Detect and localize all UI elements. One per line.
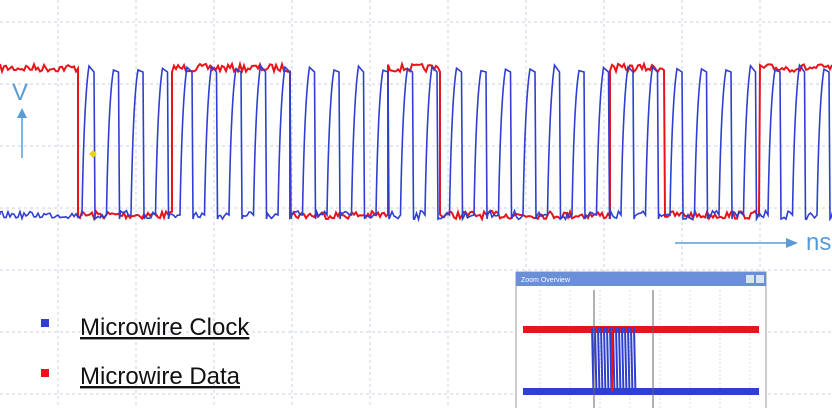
waveforms xyxy=(0,64,832,220)
inset-minimize[interactable] xyxy=(746,275,754,283)
legend-label: Microwire Data xyxy=(80,363,241,390)
scope-screen: V ns Microwire Clock Microwire Data Zoom… xyxy=(0,0,832,408)
x-axis-label: ns xyxy=(806,229,831,256)
y-arrow-head xyxy=(17,108,27,118)
legend-swatch xyxy=(41,319,49,327)
inset-burst xyxy=(592,327,636,395)
clock-trace xyxy=(0,65,832,219)
legend-label: Microwire Clock xyxy=(80,314,250,341)
page: {"axis_labels": {"y": "V", "x": "ns"}, "… xyxy=(0,0,832,408)
inset-close[interactable] xyxy=(756,275,764,283)
legend-swatch xyxy=(41,369,49,377)
inset-window: Zoom Overview xyxy=(516,272,766,408)
inset-clock-trace xyxy=(523,388,759,395)
y-axis-label: V xyxy=(12,79,28,106)
cursor-marker xyxy=(89,150,97,158)
inset-title: Zoom Overview xyxy=(521,277,571,284)
x-arrow-head xyxy=(786,238,798,248)
inset-data-trace xyxy=(523,326,759,333)
